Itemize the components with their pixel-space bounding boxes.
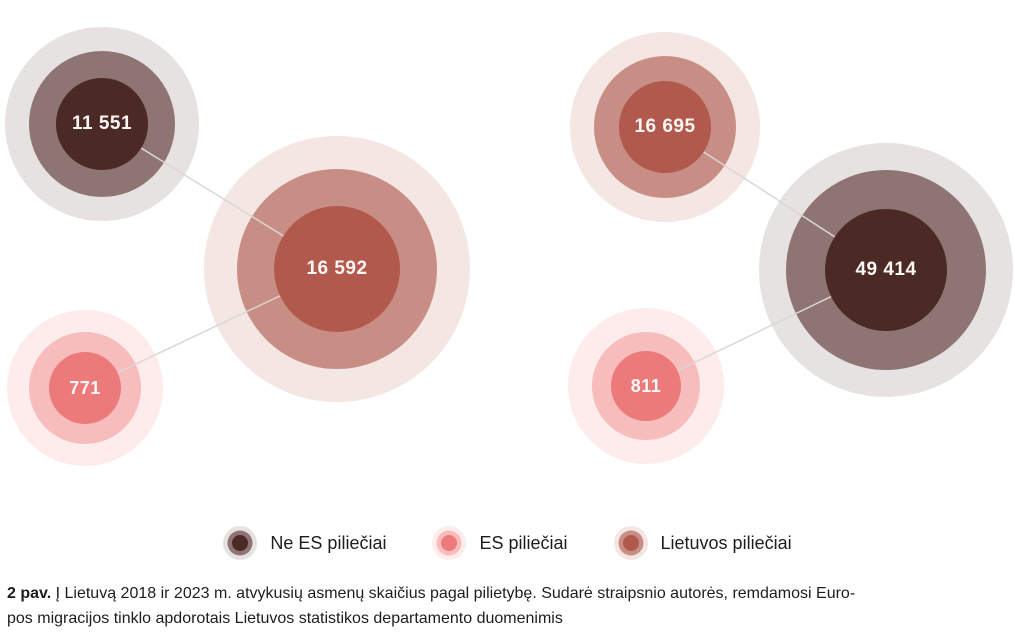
bubble-2018-lietuvos-value: 16 592: [306, 258, 368, 279]
bubble-2023-ne-es-value: 49 414: [855, 259, 917, 280]
figure-caption: 2 pav. Į Lietuvą 2018 ir 2023 m. atvykus…: [7, 581, 1009, 631]
bubble-2023-lietuvos-value: 16 695: [634, 116, 696, 137]
bubble-2023-es: 811: [611, 351, 681, 421]
legend-label-ne-es: Ne ES piliečiai: [270, 532, 387, 553]
legend-item-es: ES piliečiai: [432, 526, 568, 560]
legend-item-lietuvos: Lietuvos piliečiai: [613, 526, 792, 560]
bubble-2023-ne-es: 49 414: [825, 209, 947, 331]
legend-label-lietuvos: Lietuvos piliečiai: [660, 532, 792, 553]
bubble-2023-es-value: 811: [630, 375, 662, 396]
chart-legend: Ne ES piliečiai ES piliečiai Lietuvos pi…: [0, 526, 1015, 560]
es-swatch-inner-dot: [441, 535, 458, 551]
es-swatch-icon: [432, 526, 467, 560]
bubble-2018-ne-es: 11 551: [56, 78, 148, 170]
ne-es-swatch-inner-dot: [232, 535, 249, 551]
figure-caption-number: 2 pav.: [7, 585, 52, 602]
bubble-2023-lietuvos: 16 695: [619, 81, 711, 173]
ne-es-swatch-icon: [223, 526, 258, 560]
legend-item-ne-es: Ne ES piliečiai: [223, 526, 386, 560]
bubble-2018-es: 771: [49, 352, 121, 424]
lietuvos-swatch-icon: [613, 526, 648, 560]
legend-label-es: ES piliečiai: [479, 532, 568, 553]
figure-caption-line1: Į Lietuvą 2018 ir 2023 m. atvykusių asme…: [51, 585, 856, 602]
bubble-2018-es-value: 771: [69, 377, 101, 398]
figure-caption-line2: pos migracijos tinklo apdorotais Lietuvo…: [7, 610, 563, 627]
bubble-2018-lietuvos: 16 592: [274, 206, 400, 332]
lietuvos-swatch-inner-dot: [622, 535, 639, 551]
bubble-chart: 11 551 16 592 771 16 695 49 414 811: [5, 27, 1013, 466]
bubble-2018-ne-es-value: 11 551: [71, 113, 133, 134]
